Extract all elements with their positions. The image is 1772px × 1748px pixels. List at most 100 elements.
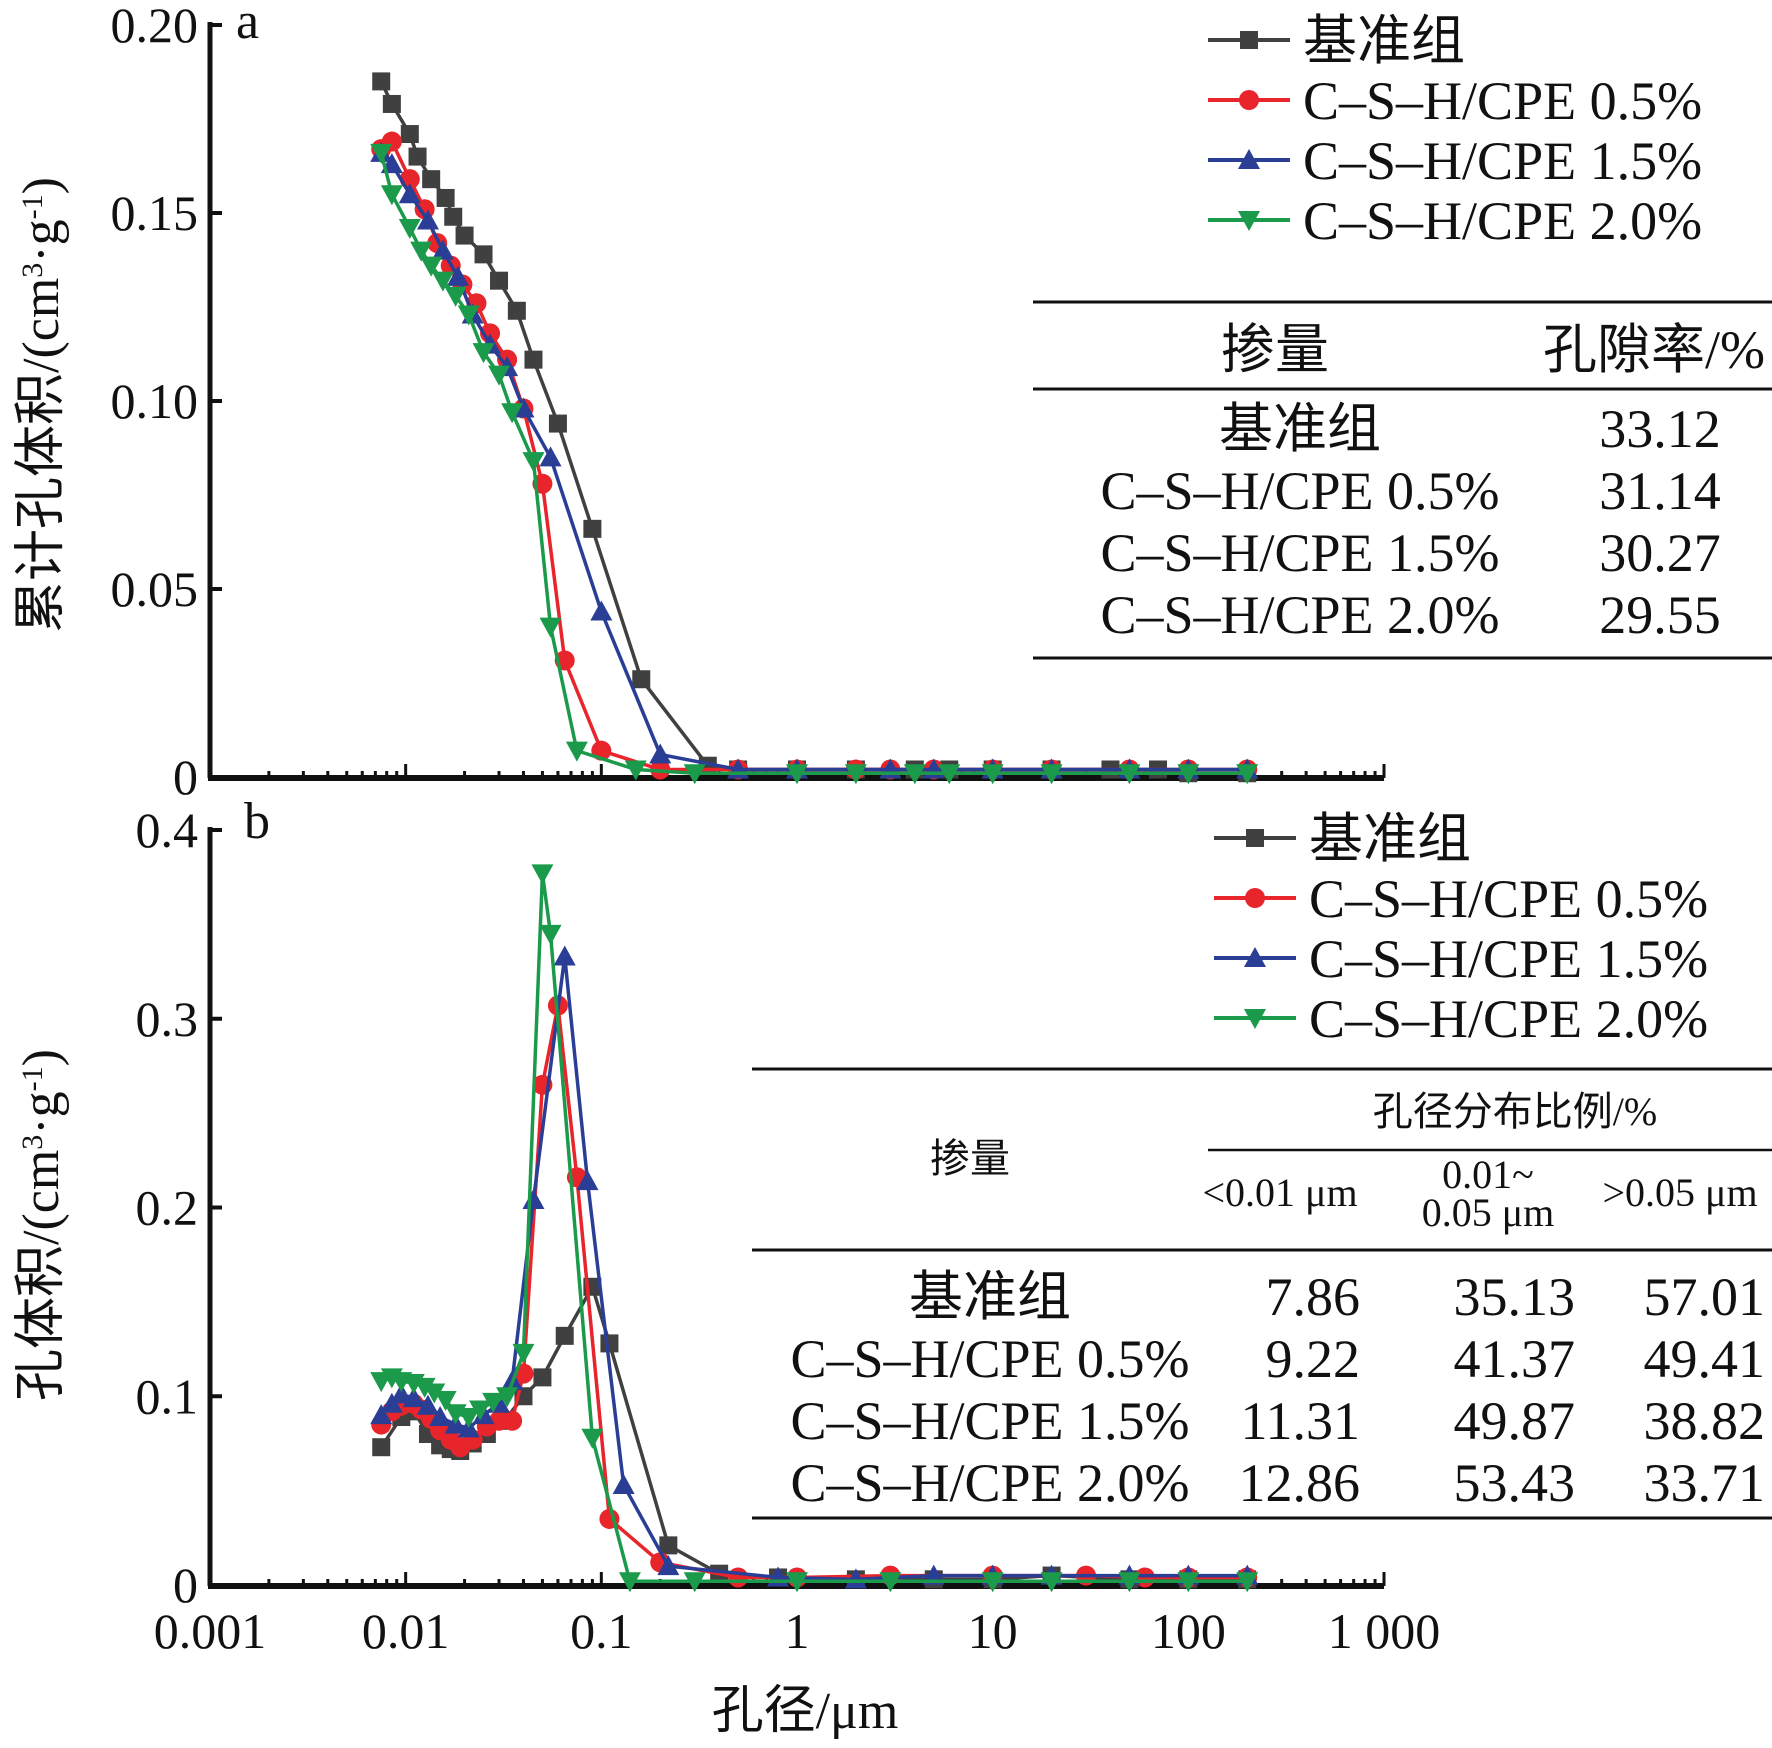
pore-distribution-table: 孔径分布比例/% 掺量 <0.01 μm 0.01~ 0.05 μm >0.05…: [752, 1067, 1772, 1520]
data-point: [524, 350, 543, 369]
legend-item: 基准组: [1208, 11, 1465, 71]
table-header-porosity: 孔隙率/%: [1543, 320, 1765, 380]
legend-label: C–S–H/CPE 1.5%: [1303, 131, 1702, 191]
data-point: [431, 271, 454, 292]
legend-marker: [1238, 211, 1260, 231]
subheader-mid-line1: 0.01~: [1442, 1152, 1534, 1197]
data-point: [372, 1438, 391, 1457]
data-point: [903, 764, 926, 785]
data-point: [576, 1170, 599, 1191]
legend-marker: [1244, 947, 1266, 967]
x-tick-label: 0.1: [570, 1603, 633, 1659]
table-cell-porosity: 31.14: [1599, 461, 1721, 521]
legend-item: C–S–H/CPE 0.5%: [1214, 869, 1708, 929]
data-point: [370, 1404, 393, 1425]
x-tick-label: 100: [1151, 1603, 1226, 1659]
legend-marker: [1244, 1009, 1266, 1029]
data-point: [444, 207, 463, 226]
data-point: [565, 741, 588, 762]
series-group-b: [370, 864, 1259, 1593]
data-point: [436, 188, 455, 207]
x-tick-label: 1 000: [1328, 1603, 1441, 1659]
table-header-group: 孔径分布比例/%: [1373, 1089, 1657, 1134]
data-point: [507, 301, 526, 320]
data-point: [624, 760, 647, 781]
table-cell-value: 7.86: [1266, 1267, 1361, 1327]
subheader-mid-line2: 0.05 μm: [1422, 1190, 1555, 1235]
series-1: [371, 131, 1258, 780]
data-point: [533, 1368, 552, 1387]
data-point: [657, 1555, 680, 1576]
data-point: [408, 147, 427, 166]
panel-label-b: b: [244, 793, 270, 850]
table-cell-value: 33.71: [1644, 1453, 1766, 1513]
table-cell-value: 57.01: [1644, 1267, 1766, 1327]
data-point: [370, 143, 393, 164]
subheader-lt001: <0.01 μm: [1202, 1170, 1357, 1215]
data-point: [474, 245, 493, 264]
panel-b: b 00.10.20.30.4 0.001 0.01 0.1 1 10 100 1 000 …: [13, 793, 1772, 1740]
legend-marker: [1246, 829, 1264, 847]
data-point: [423, 1383, 446, 1404]
data-point: [548, 414, 567, 433]
data-point: [413, 1377, 436, 1398]
legend-label: C–S–H/CPE 0.5%: [1309, 869, 1708, 929]
table-row: C–S–H/CPE 2.0% 29.55: [1100, 585, 1720, 645]
data-point: [938, 764, 961, 785]
table-cell-dosage: C–S–H/CPE 2.0%: [1100, 585, 1499, 645]
table-row: C–S–H/CPE 0.5% 31.14: [1100, 461, 1720, 521]
data-point: [429, 1406, 452, 1427]
data-point: [879, 1572, 902, 1593]
x-tick-label: 0.001: [154, 1603, 267, 1659]
table-row: C–S–H/CPE 1.5% 11.31 49.87 38.82: [790, 1391, 1765, 1451]
data-point: [390, 1383, 413, 1404]
data-point: [455, 226, 474, 245]
data-point: [1118, 764, 1141, 785]
data-point: [482, 1392, 505, 1413]
legend-item: 基准组: [1214, 809, 1471, 869]
data-point: [632, 670, 651, 689]
table-cell-dosage: C–S–H/CPE 1.5%: [1100, 523, 1499, 583]
table-cell-dosage: 基准组: [909, 1267, 1071, 1327]
legend-label: C–S–H/CPE 2.0%: [1309, 989, 1708, 1049]
y-axis-ticks-a: 0 0.05 0.10 0.15 0.20: [111, 0, 222, 805]
table-cell-value: 41.37: [1454, 1329, 1576, 1389]
legend-marker: [1238, 149, 1260, 169]
legend-label: C–S–H/CPE 1.5%: [1309, 929, 1708, 989]
y-tick-label: 0.1: [136, 1368, 199, 1424]
table-cell-porosity: 30.27: [1599, 523, 1721, 583]
y-tick-label: 0.05: [111, 561, 199, 617]
table-header-dosage: 掺量: [1221, 320, 1329, 380]
data-point: [512, 1343, 535, 1364]
table-cell-value: 9.22: [1266, 1329, 1361, 1389]
series-line: [379, 151, 1248, 772]
data-point: [981, 1572, 1004, 1593]
table-cell-value: 11.31: [1241, 1391, 1361, 1451]
subheader-gt005: >0.05 μm: [1602, 1170, 1757, 1215]
data-point: [522, 1188, 545, 1209]
data-point: [469, 1400, 492, 1421]
legend-label: C–S–H/CPE 0.5%: [1303, 71, 1702, 131]
table-cell-dosage: C–S–H/CPE 2.0%: [790, 1453, 1189, 1513]
table-cell-value: 12.86: [1239, 1453, 1361, 1513]
data-point: [420, 256, 443, 277]
data-point: [1236, 764, 1259, 785]
data-point: [1118, 1572, 1141, 1593]
table-cell-porosity: 33.12: [1599, 399, 1721, 459]
table-row: C–S–H/CPE 0.5% 9.22 41.37 49.41: [790, 1329, 1765, 1389]
table-cell-value: 49.41: [1644, 1329, 1766, 1389]
legend-marker: [1239, 90, 1259, 110]
series-3: [370, 143, 1259, 785]
series-line: [380, 138, 1248, 772]
data-point: [539, 446, 562, 467]
data-point: [422, 170, 441, 189]
y-tick-label: 0.3: [136, 991, 199, 1047]
data-point: [416, 209, 439, 230]
table-cell-value: 35.13: [1454, 1267, 1576, 1327]
panel-a: a 00.050.100.150.20 累计孔体积/(cm3·g-1) 基准组C…: [13, 0, 1772, 805]
x-tick-label: 1: [785, 1603, 810, 1659]
data-point: [457, 1408, 480, 1429]
legend-item: C–S–H/CPE 1.5%: [1214, 929, 1708, 989]
data-point: [590, 600, 613, 621]
